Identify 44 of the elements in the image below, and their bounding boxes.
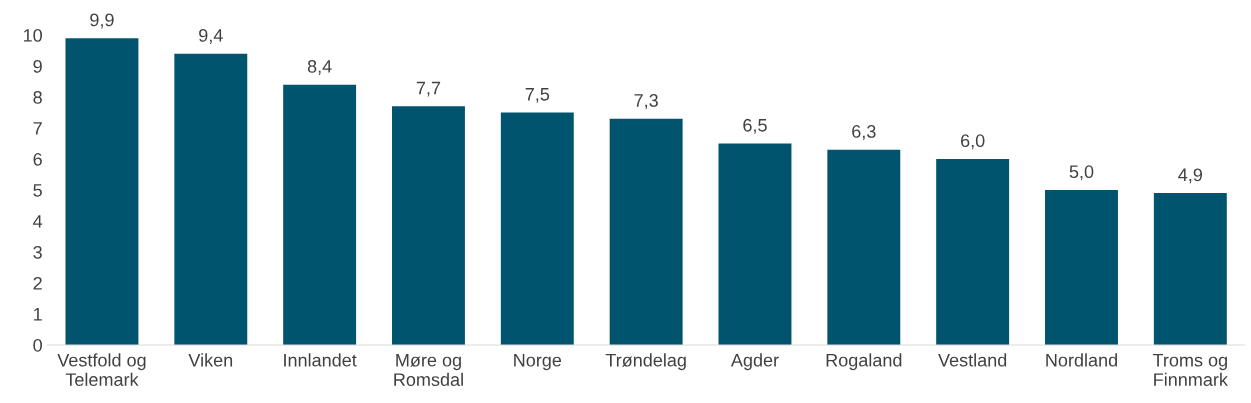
y-tick-label: 4 bbox=[33, 215, 43, 228]
x-tick-label: Troms og Finnmark bbox=[1152, 353, 1228, 387]
data-label: 8,4 bbox=[307, 59, 332, 75]
data-label: 9,4 bbox=[199, 28, 223, 44]
data-label: 6,0 bbox=[961, 134, 985, 150]
bar bbox=[1045, 190, 1118, 345]
y-tick-label: 1 bbox=[34, 308, 42, 321]
y-tick-label: 7 bbox=[33, 122, 42, 135]
y-tick-label: 8 bbox=[33, 90, 42, 104]
bar bbox=[392, 106, 465, 345]
x-tick-label: Trøndelag bbox=[605, 353, 686, 371]
data-label: 5,0 bbox=[1069, 165, 1094, 181]
x-tick-label: Rogaland bbox=[826, 353, 902, 371]
y-tick-label: 10 bbox=[23, 29, 42, 42]
data-label: 4,9 bbox=[1178, 168, 1203, 184]
bar bbox=[718, 143, 792, 345]
x-tick-label: Møre og Romsdal bbox=[394, 353, 463, 387]
y-tick-label: 3 bbox=[33, 245, 42, 259]
y-tick-label: 0 bbox=[33, 338, 42, 352]
bar bbox=[827, 149, 901, 345]
data-label: 6,5 bbox=[743, 118, 767, 134]
data-label: 9,9 bbox=[90, 13, 114, 29]
bar bbox=[936, 159, 1010, 345]
bar bbox=[65, 38, 139, 345]
x-tick-label: Nordland bbox=[1046, 353, 1117, 367]
x-tick-label: Agder bbox=[730, 353, 779, 371]
bar bbox=[500, 112, 574, 345]
bar bbox=[1153, 193, 1227, 345]
x-tick-label: Viken bbox=[188, 353, 233, 367]
data-label: 7,3 bbox=[634, 94, 658, 109]
bar bbox=[283, 84, 357, 345]
y-tick-label: 9 bbox=[33, 59, 42, 73]
y-tick-label: 6 bbox=[33, 152, 42, 166]
data-label: 6,3 bbox=[852, 125, 876, 140]
x-tick-label: Innlandet bbox=[284, 353, 357, 367]
x-tick-label: Norge bbox=[514, 353, 562, 371]
bar bbox=[609, 118, 683, 345]
y-tick-label: 5 bbox=[33, 184, 42, 197]
data-label: 7,5 bbox=[525, 88, 550, 103]
x-tick-label: Vestland bbox=[938, 353, 1007, 367]
y-tick-label: 2 bbox=[33, 276, 42, 290]
bar bbox=[174, 53, 248, 345]
data-label: 7,7 bbox=[416, 81, 441, 97]
x-tick-label: Vestfold og Telemark bbox=[57, 353, 146, 387]
